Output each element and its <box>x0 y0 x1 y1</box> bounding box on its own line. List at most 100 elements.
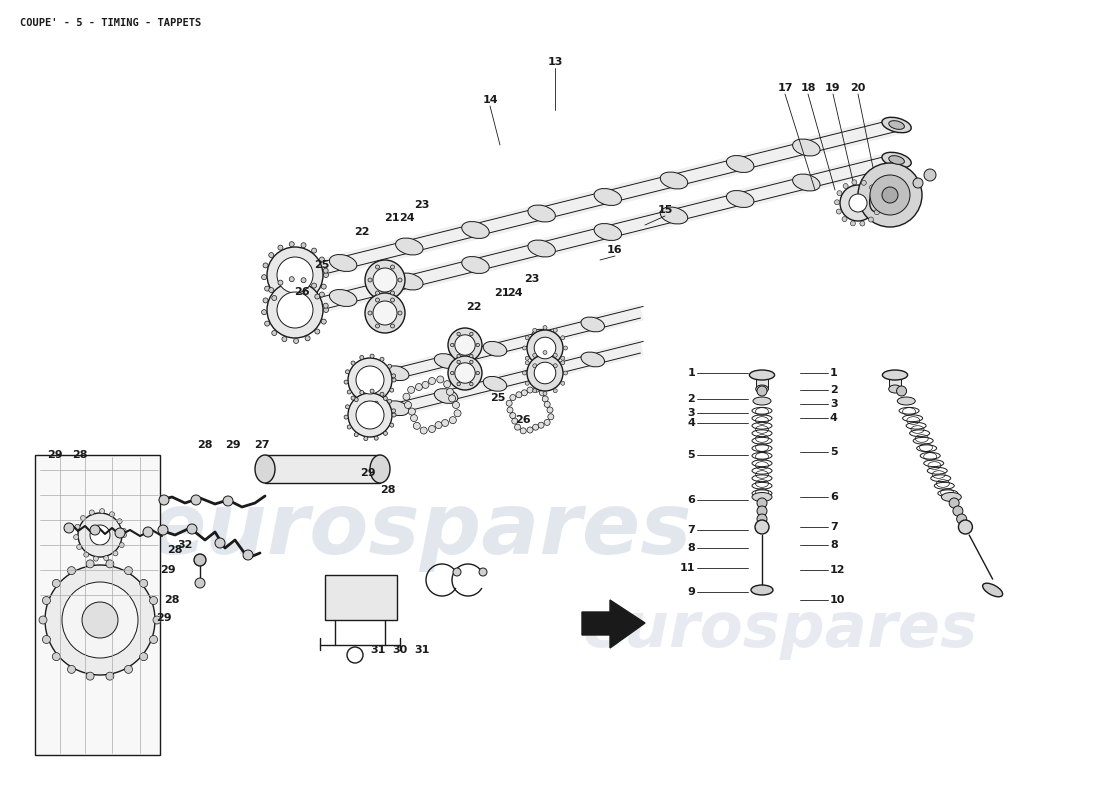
Circle shape <box>420 427 427 434</box>
Circle shape <box>110 512 114 517</box>
Ellipse shape <box>462 257 490 274</box>
Circle shape <box>360 390 364 394</box>
Text: 9: 9 <box>688 587 695 597</box>
Text: 28: 28 <box>167 545 183 555</box>
Circle shape <box>77 545 81 550</box>
Circle shape <box>364 437 367 441</box>
Circle shape <box>354 433 359 437</box>
Circle shape <box>510 394 516 401</box>
Text: 23: 23 <box>415 200 430 210</box>
Circle shape <box>507 407 513 413</box>
Circle shape <box>553 364 558 368</box>
Circle shape <box>323 307 329 313</box>
Circle shape <box>387 399 392 403</box>
Ellipse shape <box>793 174 821 191</box>
Bar <box>889 375 901 389</box>
Circle shape <box>351 361 355 365</box>
Circle shape <box>543 391 547 395</box>
Text: 2: 2 <box>688 394 695 404</box>
Circle shape <box>375 265 379 269</box>
Circle shape <box>835 200 839 205</box>
Circle shape <box>449 395 455 402</box>
Text: 5: 5 <box>830 447 837 457</box>
Circle shape <box>191 495 201 505</box>
Circle shape <box>321 284 327 289</box>
Ellipse shape <box>483 342 507 356</box>
Circle shape <box>525 361 529 365</box>
Ellipse shape <box>660 207 688 224</box>
Circle shape <box>354 398 359 402</box>
Text: 29: 29 <box>360 468 376 478</box>
Circle shape <box>277 292 313 328</box>
Bar <box>265 455 379 483</box>
Circle shape <box>538 422 544 428</box>
Text: 4: 4 <box>830 413 838 423</box>
Ellipse shape <box>462 222 490 238</box>
Ellipse shape <box>751 585 773 595</box>
Circle shape <box>522 346 527 350</box>
Circle shape <box>453 568 461 576</box>
Circle shape <box>542 396 548 402</box>
Circle shape <box>75 524 80 530</box>
Ellipse shape <box>370 455 390 483</box>
Ellipse shape <box>528 205 556 222</box>
Circle shape <box>268 287 274 293</box>
Circle shape <box>319 292 324 297</box>
Circle shape <box>305 301 310 306</box>
Circle shape <box>379 358 384 362</box>
Circle shape <box>850 221 856 226</box>
Circle shape <box>398 311 402 315</box>
Circle shape <box>365 260 405 300</box>
Text: 13: 13 <box>548 57 563 67</box>
Circle shape <box>223 496 233 506</box>
Circle shape <box>543 350 547 354</box>
Text: 23: 23 <box>525 274 540 284</box>
Circle shape <box>289 277 295 282</box>
Circle shape <box>370 389 374 393</box>
Circle shape <box>356 401 384 429</box>
Circle shape <box>553 389 558 393</box>
Circle shape <box>143 527 153 537</box>
Circle shape <box>563 371 568 375</box>
Circle shape <box>301 278 306 282</box>
Circle shape <box>525 382 529 386</box>
Circle shape <box>532 354 537 358</box>
Text: 8: 8 <box>688 543 695 553</box>
Circle shape <box>78 513 122 557</box>
Text: 26: 26 <box>294 287 310 297</box>
Circle shape <box>389 423 394 427</box>
Circle shape <box>543 326 547 330</box>
Circle shape <box>757 506 767 516</box>
Circle shape <box>45 565 155 675</box>
Circle shape <box>957 514 967 524</box>
Circle shape <box>82 602 118 638</box>
Circle shape <box>521 390 527 396</box>
Circle shape <box>456 332 460 336</box>
Text: 16: 16 <box>607 245 623 255</box>
Text: 14: 14 <box>482 95 498 105</box>
Text: 29: 29 <box>47 450 63 460</box>
Circle shape <box>755 520 769 534</box>
Circle shape <box>451 343 454 346</box>
Circle shape <box>158 525 168 535</box>
Ellipse shape <box>889 156 904 164</box>
Text: 5: 5 <box>688 450 695 460</box>
Circle shape <box>267 247 323 303</box>
Text: COUPE' - 5 - TIMING - TAPPETS: COUPE' - 5 - TIMING - TAPPETS <box>20 18 201 28</box>
Circle shape <box>267 282 323 338</box>
Text: 1: 1 <box>688 368 695 378</box>
Circle shape <box>534 386 540 392</box>
Circle shape <box>323 273 329 278</box>
Circle shape <box>387 364 392 368</box>
Text: eurospares: eurospares <box>147 489 692 571</box>
Ellipse shape <box>528 240 556 257</box>
Circle shape <box>553 328 558 332</box>
Text: eurospares: eurospares <box>582 600 978 660</box>
Text: 25: 25 <box>491 393 506 403</box>
Circle shape <box>384 431 387 435</box>
Circle shape <box>837 190 842 196</box>
Circle shape <box>410 414 418 422</box>
Text: 18: 18 <box>801 83 816 93</box>
Text: 30: 30 <box>393 645 408 655</box>
Circle shape <box>278 245 283 250</box>
